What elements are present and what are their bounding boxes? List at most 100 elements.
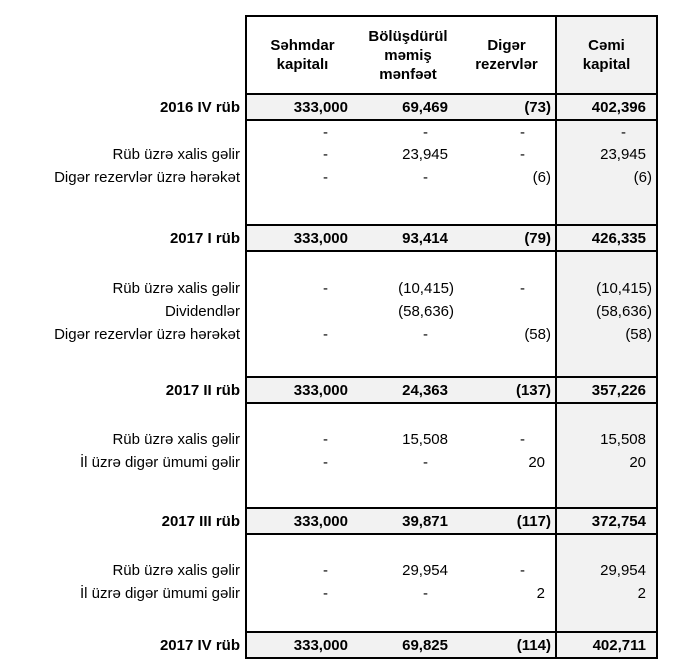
item-row: ---- (0, 120, 658, 143)
cell-share-capital (245, 605, 358, 632)
row-label: Rüb üzrə xalis gəlir (112, 562, 240, 579)
cell-retained-earnings: (58,636) (358, 300, 458, 323)
row-label: 2017 IV rüb (159, 636, 240, 654)
cell-share-capital: - (245, 120, 358, 143)
row-label: Digər rezervlər üzrə hərəkət (54, 326, 240, 343)
cell-total-capital: 357,226 (555, 376, 658, 404)
cell-other-reserves (458, 534, 556, 559)
item-row: Rüb üzrə xalis gəlir -29,954-29,954 (0, 559, 658, 582)
cell-other-reserves: - (458, 120, 556, 143)
column-header-retained-earnings: Bölüşdürül məmiş mənfəət (358, 15, 458, 95)
cell-total-capital: 426,335 (555, 224, 658, 252)
cell-other-reserves: - (458, 428, 556, 451)
cell-share-capital: - (245, 451, 358, 474)
row-label (0, 605, 246, 632)
spacer-row (0, 605, 658, 632)
cell-total-capital: - (555, 120, 658, 143)
row-label: İl üzrə digər ümumi gəlir (79, 454, 240, 471)
cell-share-capital: - (245, 323, 358, 346)
row-label (0, 534, 246, 559)
item-row: Rüb üzrə xalis gəlir -15,508-15,508 (0, 428, 658, 451)
item-row: Digər rezervlər üzrə hərəkət - - (58) (58) (0, 323, 658, 346)
column-header-share-capital: Səhmdar kapitalı (245, 15, 358, 95)
cell-other-reserves: 2 (458, 582, 556, 605)
row-label: 2017 I rüb (169, 229, 240, 247)
cell-retained-earnings: 15,508 (358, 428, 458, 451)
row-label: 2016 IV rüb (159, 98, 240, 116)
spacer-row (0, 403, 658, 428)
cell-other-reserves: (117) (458, 507, 556, 535)
row-label (0, 474, 246, 508)
header-row: Səhmdar kapitalı Bölüşdürül məmiş mənfəə… (0, 15, 658, 95)
cell-retained-earnings: 24,363 (358, 376, 458, 404)
cell-other-reserves: (73) (458, 93, 556, 121)
cell-retained-earnings: - (358, 582, 458, 605)
row-label (0, 120, 246, 143)
cell-retained-earnings: - (358, 451, 458, 474)
cell-other-reserves: - (458, 143, 556, 166)
row-label: Rüb üzrə xalis gəlir (112, 431, 240, 448)
cell-retained-earnings (358, 605, 458, 632)
column-header-other-reserves: Digər rezervlər (458, 15, 556, 95)
spacer-row (0, 251, 658, 277)
equity-table-body: 2016 IV rüb 333,000 69,469 (73) 402,396- - - - R… (0, 93, 658, 659)
cell-share-capital (245, 403, 358, 428)
row-label (0, 346, 246, 377)
cell-share-capital: 333,000 (245, 631, 358, 659)
item-row: Rüb üzrə xalis gəlir -23,945-23,945 (0, 143, 658, 166)
cell-other-reserves (458, 605, 556, 632)
cell-other-reserves: 20 (458, 451, 556, 474)
equity-table: Səhmdar kapitalı Bölüşdürül məmiş mənfəə… (0, 15, 658, 659)
cell-share-capital: - (245, 559, 358, 582)
cell-share-capital (245, 346, 358, 377)
spacer-row (0, 346, 658, 377)
cell-retained-earnings: 23,945 (358, 143, 458, 166)
cell-retained-earnings: - (358, 120, 458, 143)
spacer-row (0, 534, 658, 559)
cell-total-capital: 402,711 (555, 631, 658, 659)
cell-share-capital (245, 251, 358, 277)
cell-other-reserves (458, 251, 556, 277)
cell-total-capital: (58) (555, 323, 658, 346)
cell-retained-earnings (358, 189, 458, 225)
cell-total-capital: 2 (555, 582, 658, 605)
statement-of-changes-in-equity: Səhmdar kapitalı Bölüşdürül məmiş mənfəə… (0, 15, 700, 659)
quarter-row: 2017 I rüb 333,000 93,414 (79) 426,335 (0, 224, 658, 252)
cell-other-reserves: - (458, 277, 556, 300)
quarter-row: 2016 IV rüb 333,000 69,469 (73) 402,396 (0, 93, 658, 121)
cell-share-capital (245, 189, 358, 225)
cell-total-capital (555, 346, 658, 377)
cell-retained-earnings (358, 403, 458, 428)
row-label (0, 251, 246, 277)
item-row: Digər rezervlər üzrə hərəkət - - (6) (6) (0, 166, 658, 189)
row-label: Dividendlər (164, 303, 240, 320)
cell-other-reserves (458, 474, 556, 508)
cell-total-capital: 20 (555, 451, 658, 474)
row-label: 2017 II rüb (165, 381, 240, 399)
cell-retained-earnings: (10,415) (358, 277, 458, 300)
cell-retained-earnings (358, 534, 458, 559)
cell-share-capital (245, 300, 358, 323)
cell-other-reserves: (79) (458, 224, 556, 252)
row-label: Rüb üzrə xalis gəlir (112, 280, 240, 297)
cell-total-capital: (10,415) (555, 277, 658, 300)
spacer-row (0, 189, 658, 225)
cell-share-capital: - (245, 166, 358, 189)
cell-total-capital: 402,396 (555, 93, 658, 121)
cell-other-reserves: (137) (458, 376, 556, 404)
cell-retained-earnings: 39,871 (358, 507, 458, 535)
cell-share-capital (245, 534, 358, 559)
item-row: İl üzrə digər ümumi gəlir - -2 2 (0, 582, 658, 605)
cell-share-capital: - (245, 143, 358, 166)
cell-total-capital (555, 403, 658, 428)
item-row: Rüb üzrə xalis gəlir - (10,415) - (10,415) (0, 277, 658, 300)
cell-share-capital: 333,000 (245, 224, 358, 252)
quarter-row: 2017 II rüb 333,000 24,363 (137) 357,226 (0, 376, 658, 404)
cell-retained-earnings: - (358, 166, 458, 189)
cell-total-capital (555, 605, 658, 632)
cell-total-capital (555, 189, 658, 225)
cell-share-capital (245, 474, 358, 508)
cell-retained-earnings: 93,414 (358, 224, 458, 252)
row-label: Rüb üzrə xalis gəlir (112, 146, 240, 163)
row-label (0, 189, 246, 225)
